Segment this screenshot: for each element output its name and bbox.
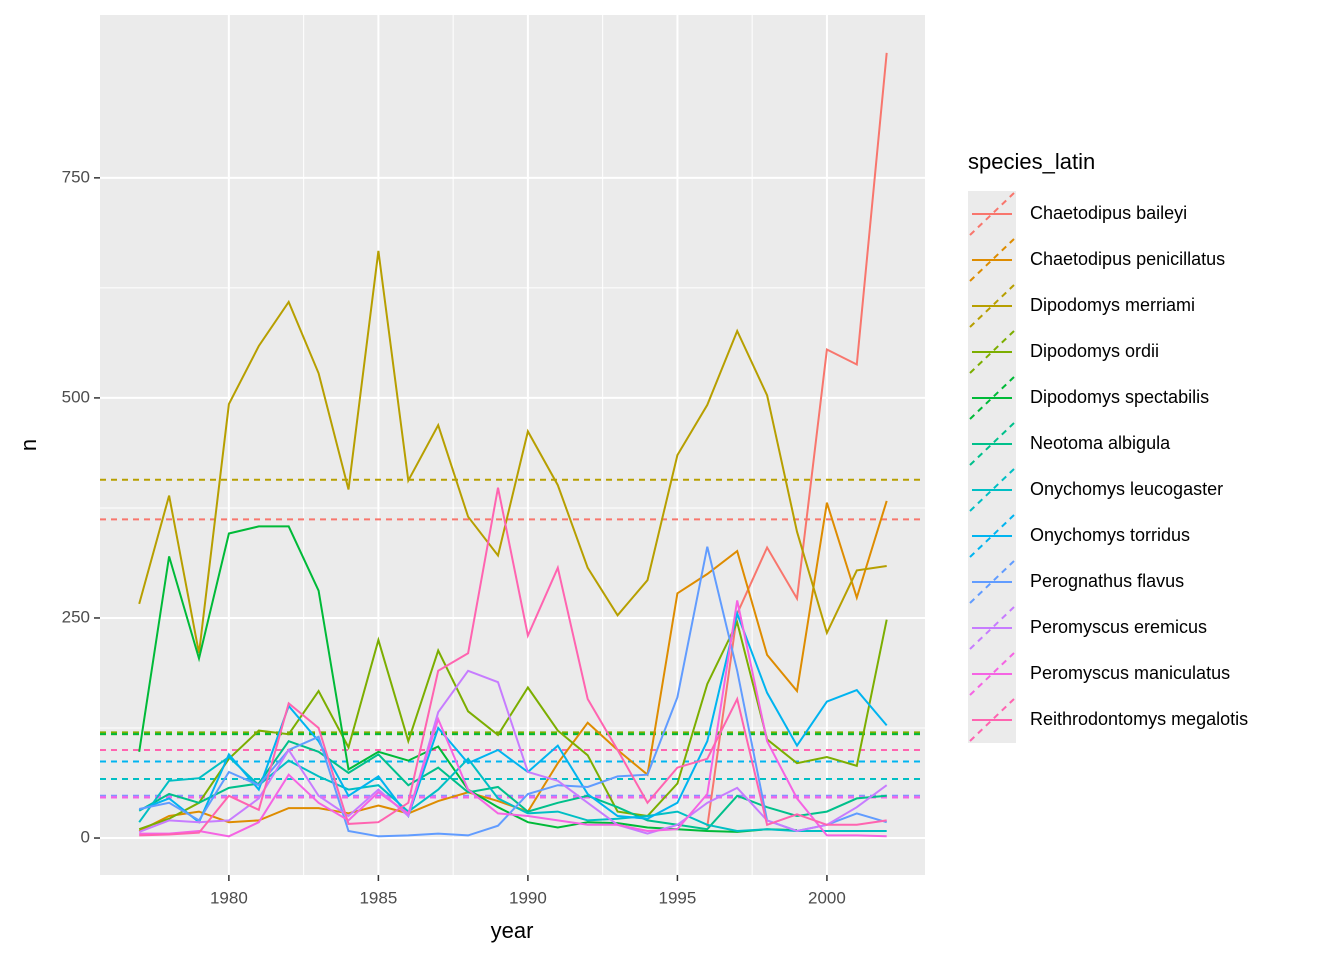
legend-label: Neotoma albigula xyxy=(1030,433,1171,453)
series-line xyxy=(139,487,887,837)
y-tick-label: 0 xyxy=(81,828,90,847)
legend-label: Chaetodipus baileyi xyxy=(1030,203,1187,223)
legend-label: Dipodomys ordii xyxy=(1030,341,1159,361)
legend-label: Reithrodontomys megalotis xyxy=(1030,709,1248,729)
y-tick-label: 500 xyxy=(62,387,90,406)
series-line xyxy=(138,250,887,654)
y-tick-label: 250 xyxy=(62,607,90,626)
y-axis-label: n xyxy=(16,439,41,451)
legend-label: Dipodomys spectabilis xyxy=(1030,387,1209,407)
series-line xyxy=(138,755,887,833)
legend-label: Dipodomys merriami xyxy=(1030,295,1195,315)
x-tick-label: 1985 xyxy=(359,888,397,907)
x-axis-label: year xyxy=(491,918,534,943)
legend-label: Perognathus flavus xyxy=(1030,571,1184,591)
series-line xyxy=(138,610,888,824)
legend-label: Onychomys leucogaster xyxy=(1030,479,1223,499)
series-line xyxy=(139,600,887,838)
legend-label: Peromyscus eremicus xyxy=(1030,617,1207,637)
legend-label: Onychomys torridus xyxy=(1030,525,1190,545)
legend-label: Peromyscus maniculatus xyxy=(1030,663,1230,683)
y-tick-label: 750 xyxy=(62,167,90,186)
legend-label: Chaetodipus penicillatus xyxy=(1030,249,1225,269)
legend-title: species_latin xyxy=(968,149,1095,174)
x-tick-label: 1980 xyxy=(210,888,248,907)
series-line xyxy=(138,546,887,838)
x-tick-label: 1990 xyxy=(509,888,547,907)
x-tick-label: 1995 xyxy=(658,888,696,907)
x-tick-label: 2000 xyxy=(808,888,846,907)
